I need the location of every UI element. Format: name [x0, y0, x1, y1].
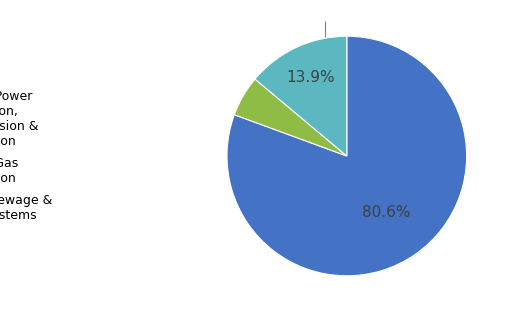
Text: 80.6%: 80.6% — [361, 206, 410, 221]
Legend: Electric Power
Generation,
Transmission &
Distribution, Natural Gas
Distribution: Electric Power Generation, Transmission … — [0, 90, 52, 222]
Wedge shape — [254, 36, 346, 156]
Text: 13.9%: 13.9% — [286, 70, 334, 85]
Text: 5.5%: 5.5% — [305, 0, 344, 2]
Wedge shape — [234, 79, 346, 156]
Wedge shape — [227, 36, 466, 276]
